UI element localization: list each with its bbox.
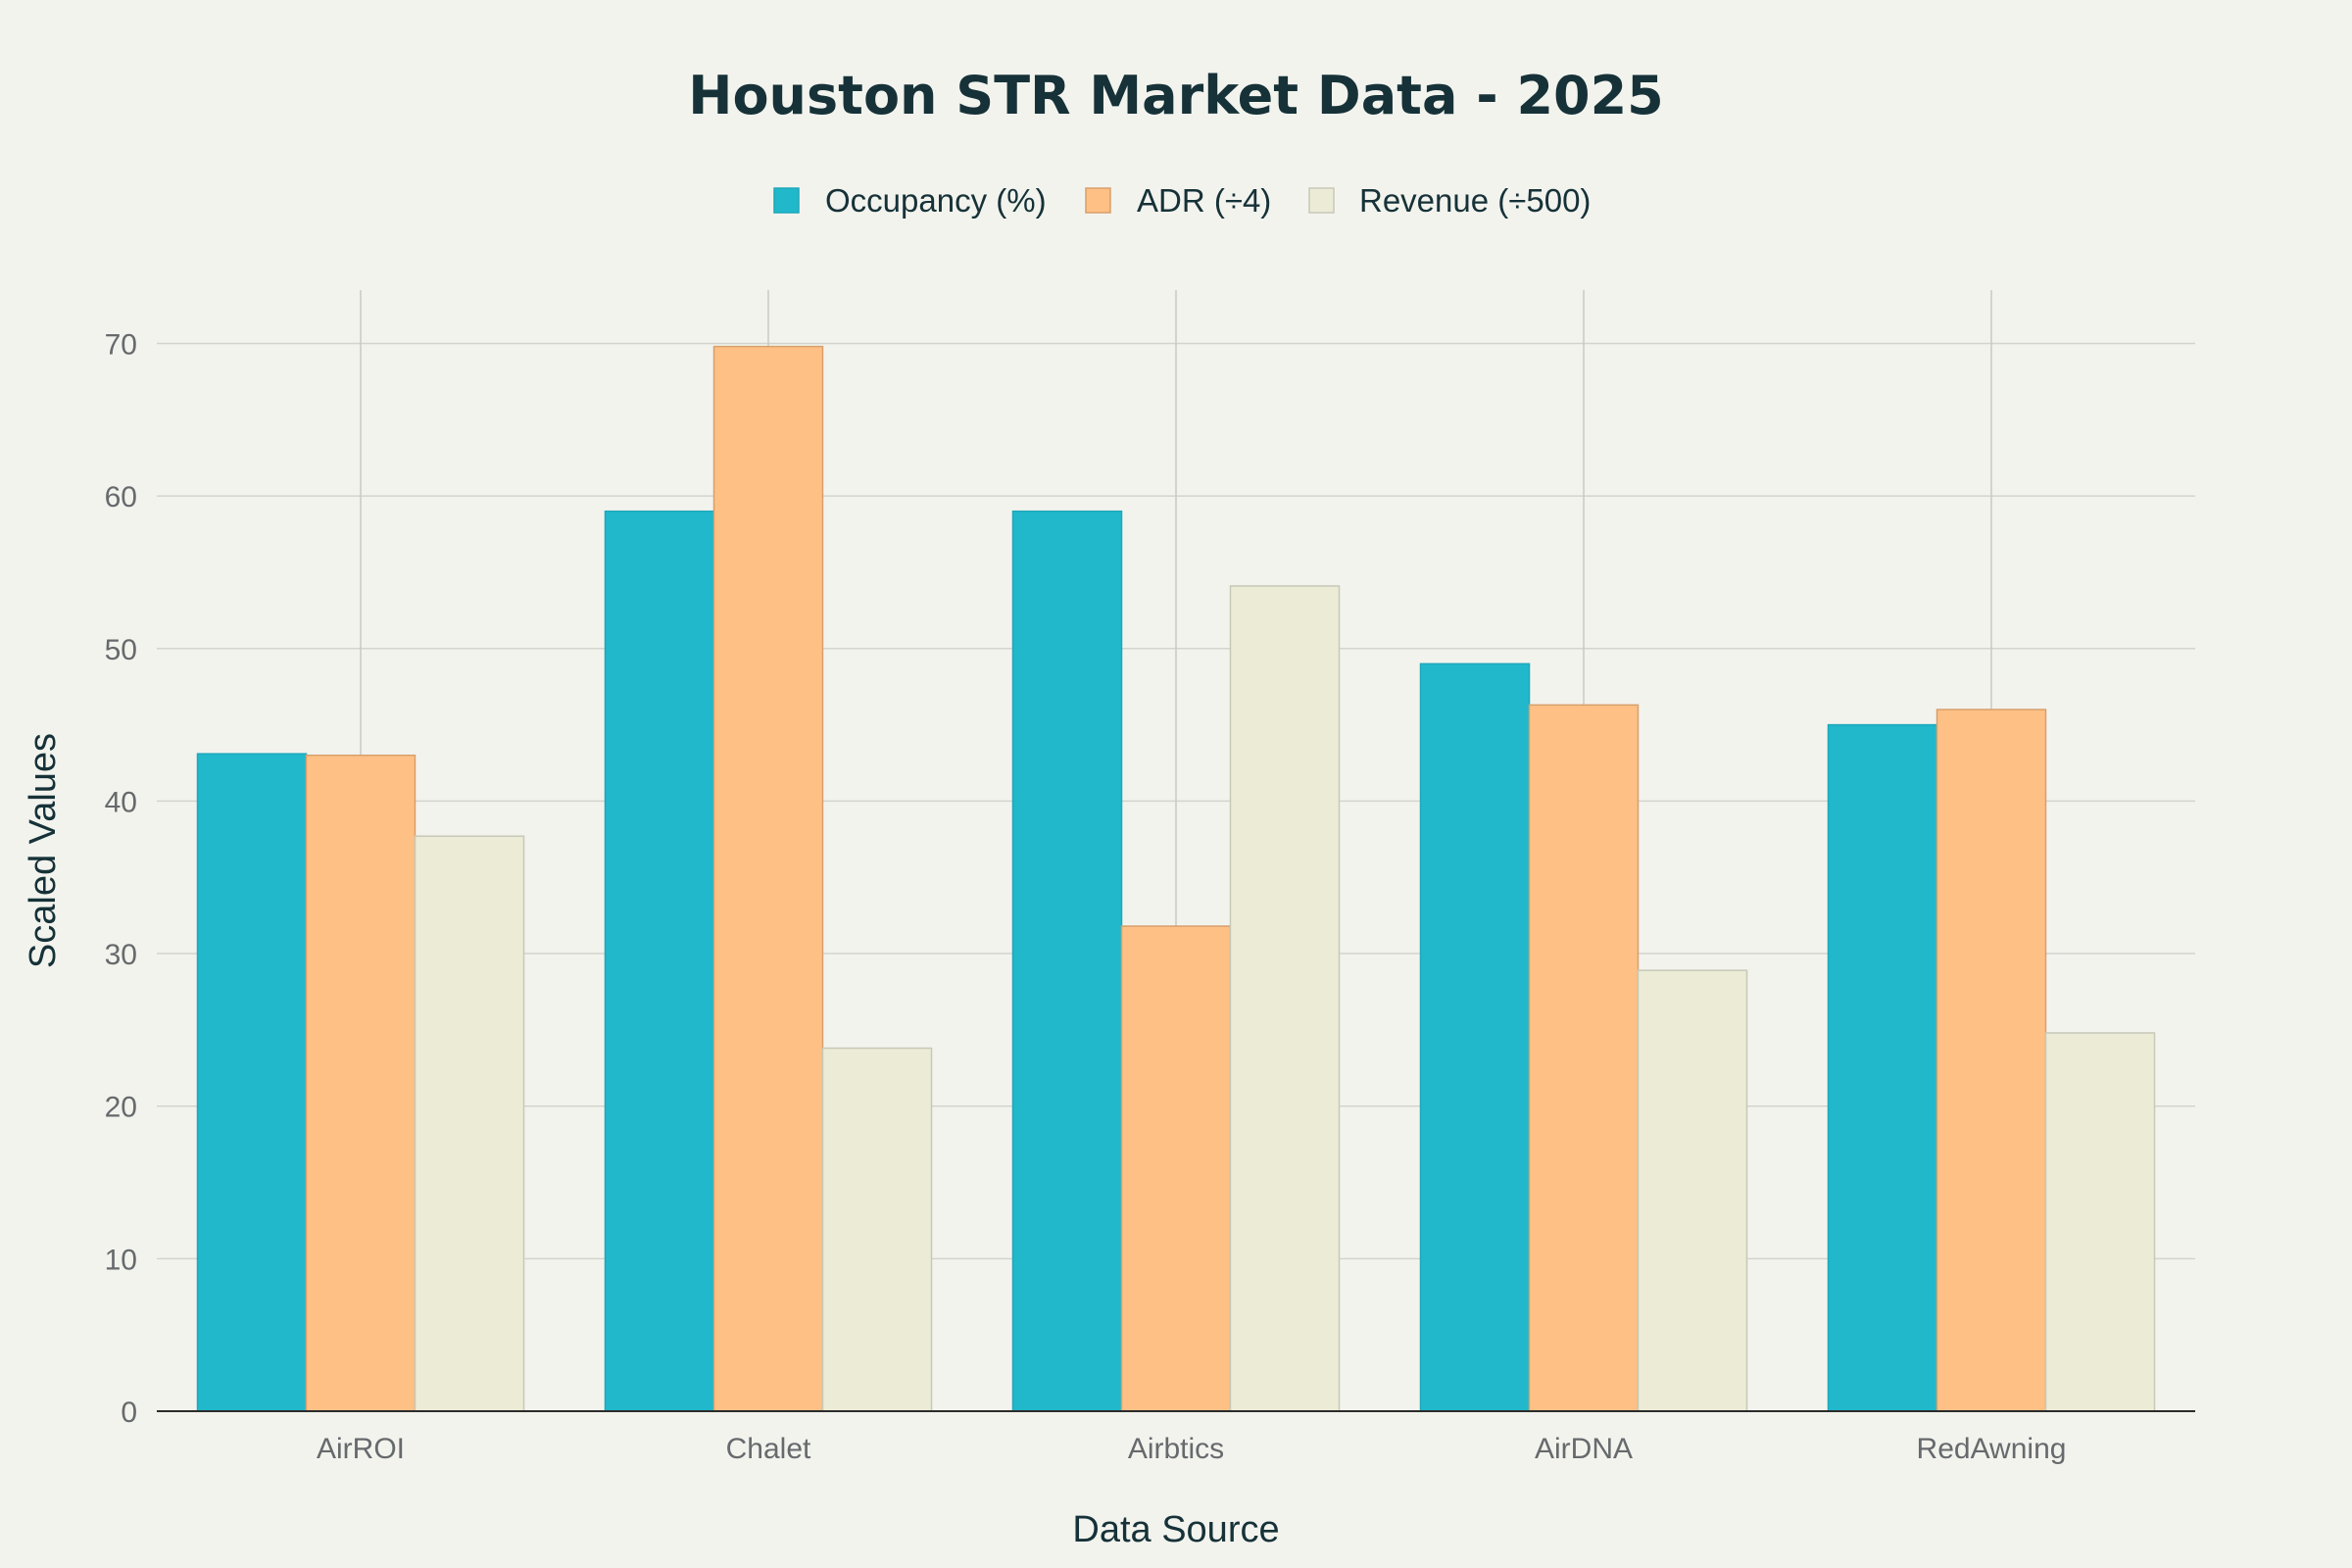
- legend-swatch: [1085, 187, 1111, 214]
- y-tick-label: 10: [105, 1244, 137, 1276]
- axes: 0 10 20 30 40 50 60 70 AirROI Chalet Airbtics AirDN…: [105, 328, 2195, 1465]
- bar: [604, 510, 715, 1412]
- chart-title: Houston STR Market Data - 2025: [688, 65, 1663, 126]
- bar: [1229, 585, 1341, 1412]
- bar: [1419, 662, 1531, 1412]
- y-tick-label: 0: [121, 1396, 137, 1429]
- legend-label: Occupancy (%): [825, 182, 1047, 219]
- bar: [1120, 925, 1232, 1412]
- bar: [821, 1047, 933, 1412]
- legend-swatch: [773, 187, 800, 214]
- legend-swatch: [1308, 187, 1335, 214]
- bar: [1827, 723, 1938, 1412]
- bar: [1936, 709, 2047, 1412]
- legend-label: ADR (÷4): [1137, 182, 1271, 219]
- bar: [2044, 1032, 2156, 1412]
- y-axis-title: Scaled Values: [23, 733, 64, 968]
- bar: [1011, 510, 1123, 1412]
- legend-label: Revenue (÷500): [1359, 182, 1591, 219]
- bar: [1528, 704, 1640, 1412]
- y-tick-label: 40: [105, 786, 137, 818]
- legend-item: Revenue (÷500): [1308, 182, 1591, 219]
- x-tick-label: Airbtics: [1128, 1433, 1224, 1465]
- x-tick-label: AirROI: [317, 1433, 405, 1465]
- bars: [196, 345, 2156, 1412]
- y-tick-label: 50: [105, 634, 137, 666]
- y-tick-label: 30: [105, 939, 137, 971]
- legend: Occupancy (%) ADR (÷4) Revenue (÷500): [773, 182, 1591, 219]
- y-tick-label: 70: [105, 328, 137, 361]
- bar: [196, 753, 308, 1412]
- bar: [1637, 969, 1748, 1412]
- x-tick-label: Chalet: [726, 1433, 811, 1465]
- x-tick-label: RedAwning: [1917, 1433, 2067, 1465]
- y-tick-label: 20: [105, 1092, 137, 1124]
- x-axis-title: Data Source: [1072, 1509, 1279, 1550]
- legend-item: Occupancy (%): [773, 182, 1047, 219]
- bar: [305, 754, 416, 1412]
- x-tick-label: AirDNA: [1535, 1433, 1633, 1465]
- legend-item: ADR (÷4): [1085, 182, 1271, 219]
- y-tick-label: 60: [105, 481, 137, 514]
- bar: [414, 835, 525, 1412]
- bar: [712, 345, 824, 1412]
